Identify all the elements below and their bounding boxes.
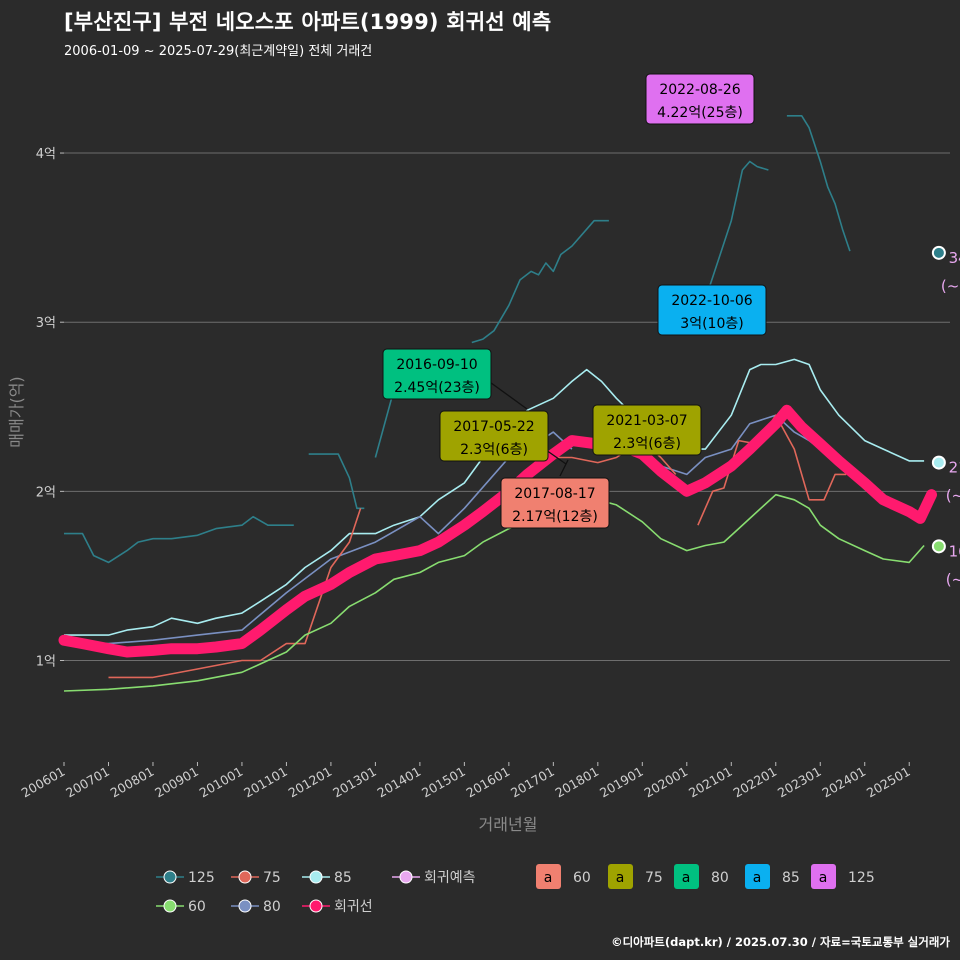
annotation-leader [559,459,569,477]
x-tick-label: 201901 [597,764,646,801]
x-tick-label: 202501 [864,764,913,801]
legend-marker-85 [309,870,323,884]
annotation-leader [486,379,528,410]
legend-box-80 [674,864,699,889]
legend-marker-회귀예측 [399,870,413,884]
gridlines [64,152,950,662]
forecast-value: 16,750 [949,542,960,560]
legend-box-75 [608,864,633,889]
forecast-value: 34,100 [949,249,960,267]
legend-marker-회귀선 [309,899,323,913]
annotation-value: 2.17억(12층) [512,509,598,525]
x-tick-label: 201001 [197,764,246,801]
legend-marker-80 [238,899,252,913]
x-tick-label: 201701 [508,764,557,801]
legend-label-125: 125 [188,870,215,886]
legend-box-glyph: a [753,870,762,886]
legend-box-glyph: a [616,870,625,886]
series-line-125 [64,115,851,564]
legend-box-125 [811,864,836,889]
forecast-point-(~85㎡) [931,455,946,470]
forecast-points: 34,100 (~125㎡) 21,733 (~85㎡) 16,750 (~60㎡) [931,245,960,588]
x-axis-title: 거래년월 [479,815,538,834]
annotation-value: 2.3억(6층) [460,442,528,458]
annotation-box [439,410,549,462]
legend-box-label-85: 85 [782,870,800,886]
forecast-point-(~125㎡) [931,245,946,260]
legend-box-glyph: a [682,870,691,886]
series-line-85 [64,358,925,636]
legend-marker-75 [238,870,252,884]
legend-label-80: 80 [263,899,281,915]
forecast-area: (~125㎡) [941,277,960,295]
legend-box-glyph: a [544,870,553,886]
legend-box-label-125: 125 [848,870,875,886]
forecast-area: (~85㎡) [946,487,960,505]
x-tick-label: 202401 [819,764,868,801]
forecast-value: 21,733 [949,459,960,477]
annotation-date: 2021-03-07 [606,413,687,429]
x-tick-label: 200801 [108,764,157,801]
x-tick-label: 202101 [686,764,735,801]
annotation-value: 2.3억(6층) [613,436,681,452]
annotation-date: 2022-10-06 [671,293,752,309]
annotation-date: 2022-08-26 [659,82,740,98]
legend-box-label-80: 80 [711,870,729,886]
x-tick-label: 202201 [730,764,779,801]
annotation-leader [545,449,567,465]
x-tick-label: 201401 [375,764,424,801]
legend-box-label-60: 60 [573,870,591,886]
legend-label-60: 60 [188,899,206,915]
annotation-date: 2017-05-22 [453,419,534,435]
annotation-box [382,348,492,400]
x-tick-label: 201601 [464,764,513,801]
y-axis-ticks: 1억 2억 3억 4억 [36,147,64,670]
legend-box-label-75: 75 [645,870,663,886]
x-tick-label: 200901 [152,764,201,801]
x-axis-ticks: 2006012007012008012009012010012011012012… [19,762,913,800]
legend-box-85 [745,864,770,889]
y-tick-label: 3억 [36,316,56,331]
annotation-box [645,73,755,125]
annotations: 2016-09-10 2.45억(23층) 2017-05-22 2.3억(6층) 20… [382,73,767,529]
legend-label-회귀선: 회귀선 [334,899,373,915]
legend-box-60 [536,864,561,889]
forecast-area: (~60㎡) [946,570,960,588]
x-tick-label: 201801 [552,764,601,801]
annotation-value: 4.22억(25층) [657,105,743,121]
y-tick-label: 4억 [36,147,56,162]
x-tick-label: 200601 [19,764,68,801]
legend-label-75: 75 [263,870,281,886]
forecast-point-(~60㎡) [931,539,946,554]
annotation-box [592,404,702,456]
x-tick-label: 201101 [241,764,290,801]
source-caption: ©디아파트(dapt.kr) / 2025.07.30 / 자료=국토교통부 실… [611,935,950,949]
annotation-date: 2016-09-10 [396,357,477,373]
annotation-date: 2017-08-17 [514,486,595,502]
x-tick-label: 201201 [286,764,335,801]
y-tick-label: 2억 [36,485,56,500]
annotation-box [500,477,610,529]
series-lines [63,115,925,692]
x-tick-label: 200701 [63,764,112,801]
x-tick-label: 202301 [775,764,824,801]
x-tick-label: 201501 [419,764,468,801]
legend: 125 75 85 회귀예측 60 80 회귀선 a 60 a 75 a 80 a 85 a 125 [156,864,875,915]
chart-subtitle: 2006-01-09 ~ 2025-07-29(최근계약일) 전체 거래건 [64,44,373,59]
x-tick-label: 201301 [330,764,379,801]
annotation-value: 3억(10층) [680,316,743,332]
y-axis-title: 매매가(억) [7,376,26,447]
series-line-60 [63,493,925,692]
annotation-value: 2.45억(23층) [394,380,480,396]
legend-marker-125 [163,870,177,884]
legend-label-회귀예측: 회귀예측 [424,870,476,886]
chart-title: [부산진구] 부전 네오스포 아파트(1999) 회귀선 예측 [64,10,552,34]
y-tick-label: 1억 [36,655,56,670]
legend-marker-60 [163,899,177,913]
annotation-box [657,284,767,336]
x-tick-label: 202001 [641,764,690,801]
legend-label-85: 85 [334,870,352,886]
legend-box-glyph: a [819,870,828,886]
